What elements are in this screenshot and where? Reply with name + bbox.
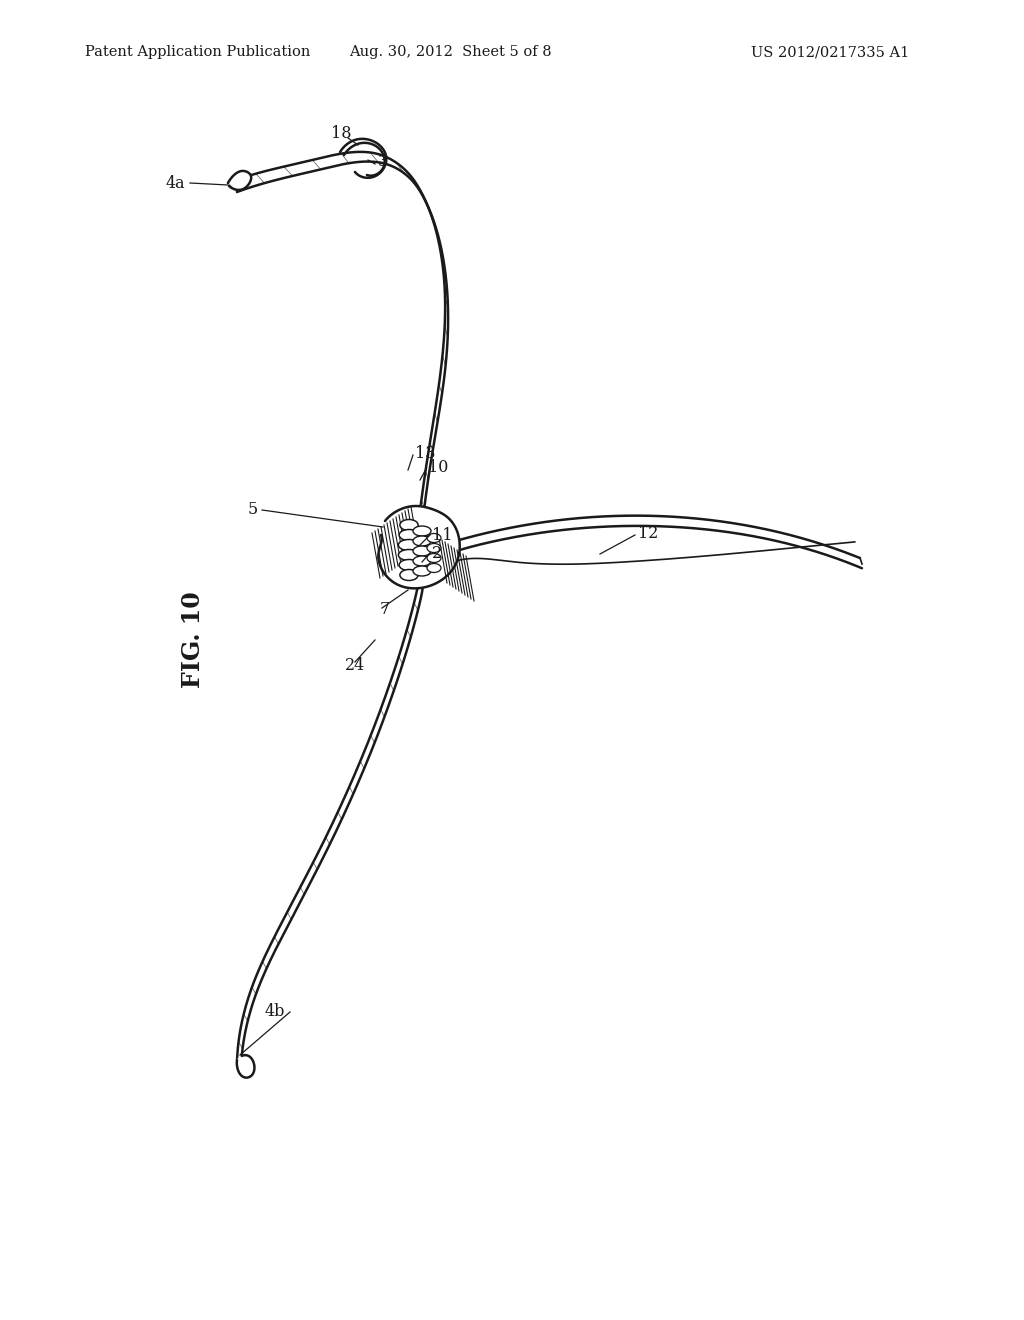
Polygon shape bbox=[237, 1055, 254, 1077]
Text: 24: 24 bbox=[345, 656, 366, 673]
Ellipse shape bbox=[400, 569, 418, 581]
Text: FIG. 10: FIG. 10 bbox=[181, 591, 205, 688]
Ellipse shape bbox=[413, 525, 431, 536]
Text: 3: 3 bbox=[378, 153, 388, 170]
Ellipse shape bbox=[413, 566, 431, 576]
Text: US 2012/0217335 A1: US 2012/0217335 A1 bbox=[751, 45, 909, 59]
Text: 5: 5 bbox=[248, 502, 258, 519]
Polygon shape bbox=[378, 506, 460, 589]
Ellipse shape bbox=[413, 546, 431, 556]
Polygon shape bbox=[238, 548, 424, 1067]
Text: Aug. 30, 2012  Sheet 5 of 8: Aug. 30, 2012 Sheet 5 of 8 bbox=[349, 45, 551, 59]
Text: 18: 18 bbox=[331, 125, 351, 143]
Text: 13: 13 bbox=[415, 445, 435, 462]
Text: 7: 7 bbox=[380, 602, 390, 619]
Ellipse shape bbox=[413, 556, 431, 566]
Polygon shape bbox=[228, 152, 449, 556]
Text: 12: 12 bbox=[638, 524, 658, 541]
Text: 2: 2 bbox=[432, 544, 442, 561]
Ellipse shape bbox=[427, 544, 441, 553]
Ellipse shape bbox=[427, 553, 441, 562]
Polygon shape bbox=[439, 516, 862, 568]
Ellipse shape bbox=[413, 536, 431, 546]
Ellipse shape bbox=[399, 529, 419, 540]
Text: 11: 11 bbox=[432, 527, 453, 544]
Text: 10: 10 bbox=[428, 458, 449, 475]
Ellipse shape bbox=[398, 549, 420, 561]
Ellipse shape bbox=[427, 564, 441, 573]
Ellipse shape bbox=[398, 540, 420, 550]
Ellipse shape bbox=[399, 560, 419, 570]
Text: Patent Application Publication: Patent Application Publication bbox=[85, 45, 310, 59]
Text: 4b: 4b bbox=[264, 1003, 285, 1020]
Polygon shape bbox=[228, 170, 251, 190]
Ellipse shape bbox=[427, 533, 441, 543]
Text: 4a: 4a bbox=[165, 174, 185, 191]
Ellipse shape bbox=[400, 520, 418, 531]
